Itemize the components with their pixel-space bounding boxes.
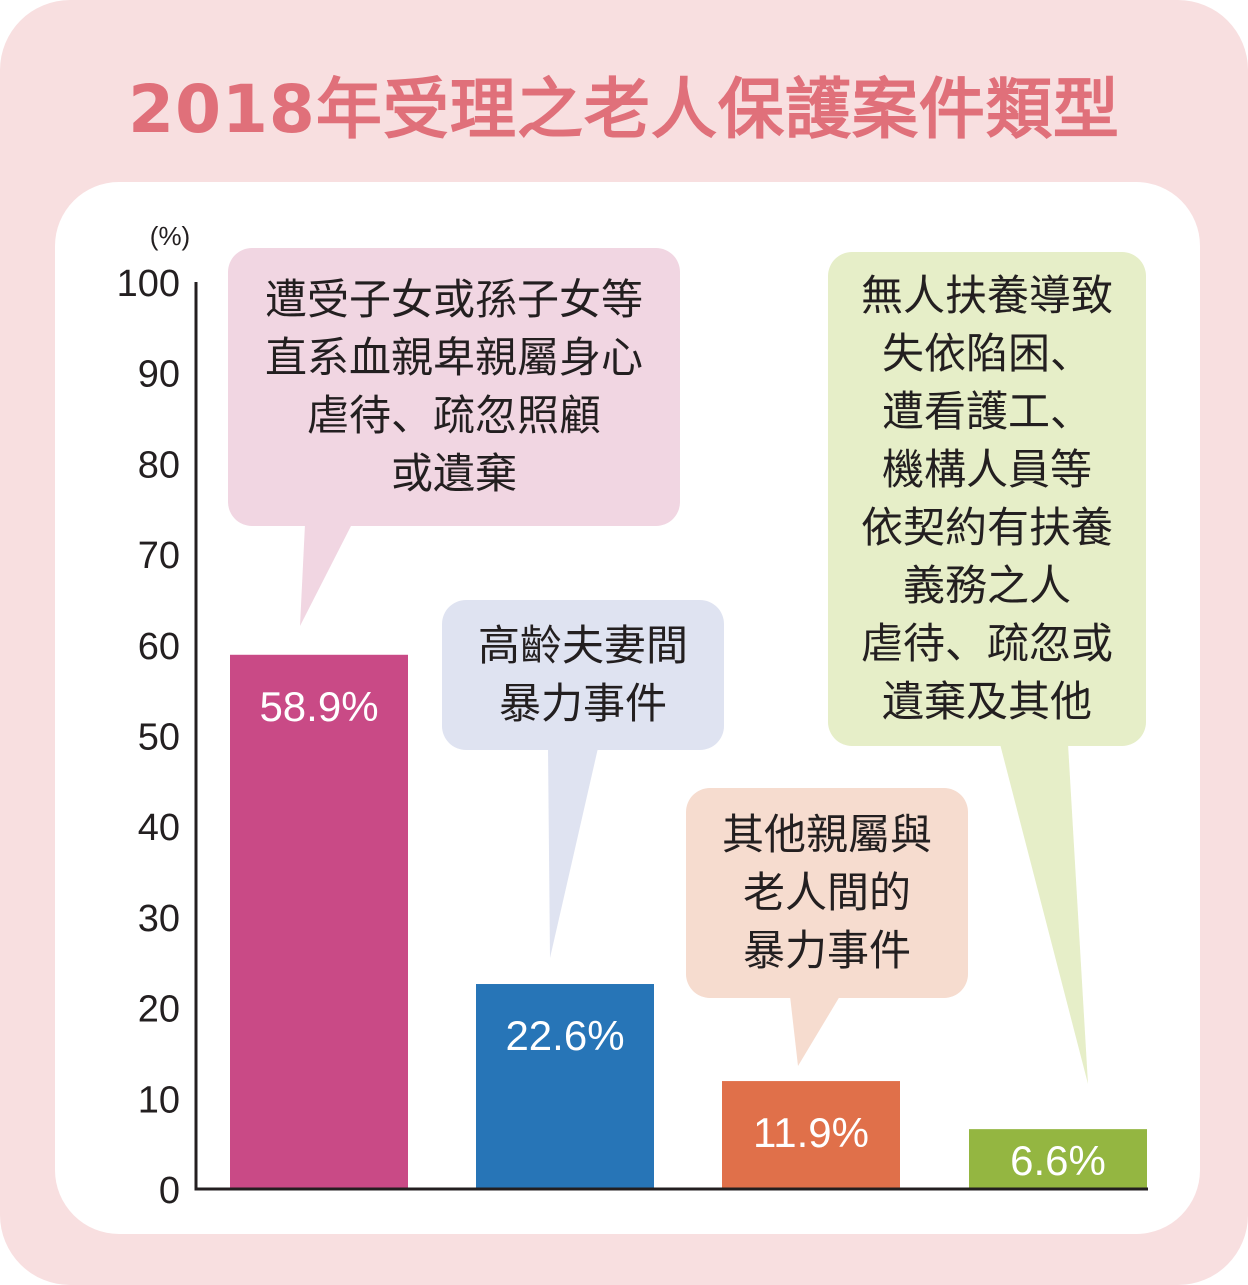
- y-axis-unit-label: (%): [150, 221, 190, 251]
- y-tick-label-0: 0: [159, 1170, 180, 1212]
- y-tick-label-20: 20: [138, 989, 180, 1031]
- category-bubble-no-support-and-other: 無人扶養導致 失依陷困、 遭看護工、 機構人員等 依契約有扶養 義務之人 虐待、…: [828, 252, 1146, 746]
- category-bubble-children-abuse: 遭受子女或孫子女等 直系血親卑親屬身心 虐待、疏忽照顧 或遺棄: [228, 248, 680, 526]
- bar-2: [722, 1081, 900, 1189]
- bar-0: [230, 654, 408, 1189]
- y-tick-label-50: 50: [138, 717, 180, 759]
- category-bubble-relatives-violence: 其他親屬與 老人間的 暴力事件: [686, 788, 968, 998]
- bubble-tail-3: [1000, 744, 1088, 1084]
- bar-value-label-0: 58.9%: [259, 683, 378, 730]
- y-tick-label-40: 40: [138, 807, 180, 849]
- bar-value-label-2: 11.9%: [753, 1109, 869, 1156]
- bubble-tail-1: [548, 748, 598, 958]
- y-tick-label-30: 30: [138, 898, 180, 940]
- bar-3: [969, 1129, 1147, 1189]
- y-tick-label-10: 10: [138, 1079, 180, 1121]
- bubble-tail-2: [790, 996, 840, 1066]
- y-tick-label-100: 100: [117, 263, 180, 305]
- y-tick-label-80: 80: [138, 444, 180, 486]
- y-tick-label-90: 90: [138, 354, 180, 396]
- bar-1: [476, 984, 654, 1189]
- y-tick-label-70: 70: [138, 535, 180, 577]
- bar-value-label-1: 22.6%: [505, 1012, 624, 1059]
- category-bubble-spousal-violence: 高齡夫妻間 暴力事件: [442, 600, 724, 750]
- chart-title: 2018年受理之老人保護案件類型: [128, 71, 1120, 148]
- y-tick-label-60: 60: [138, 626, 180, 668]
- bubble-tail-0: [300, 524, 352, 626]
- bar-value-label-3: 6.6%: [1010, 1137, 1106, 1184]
